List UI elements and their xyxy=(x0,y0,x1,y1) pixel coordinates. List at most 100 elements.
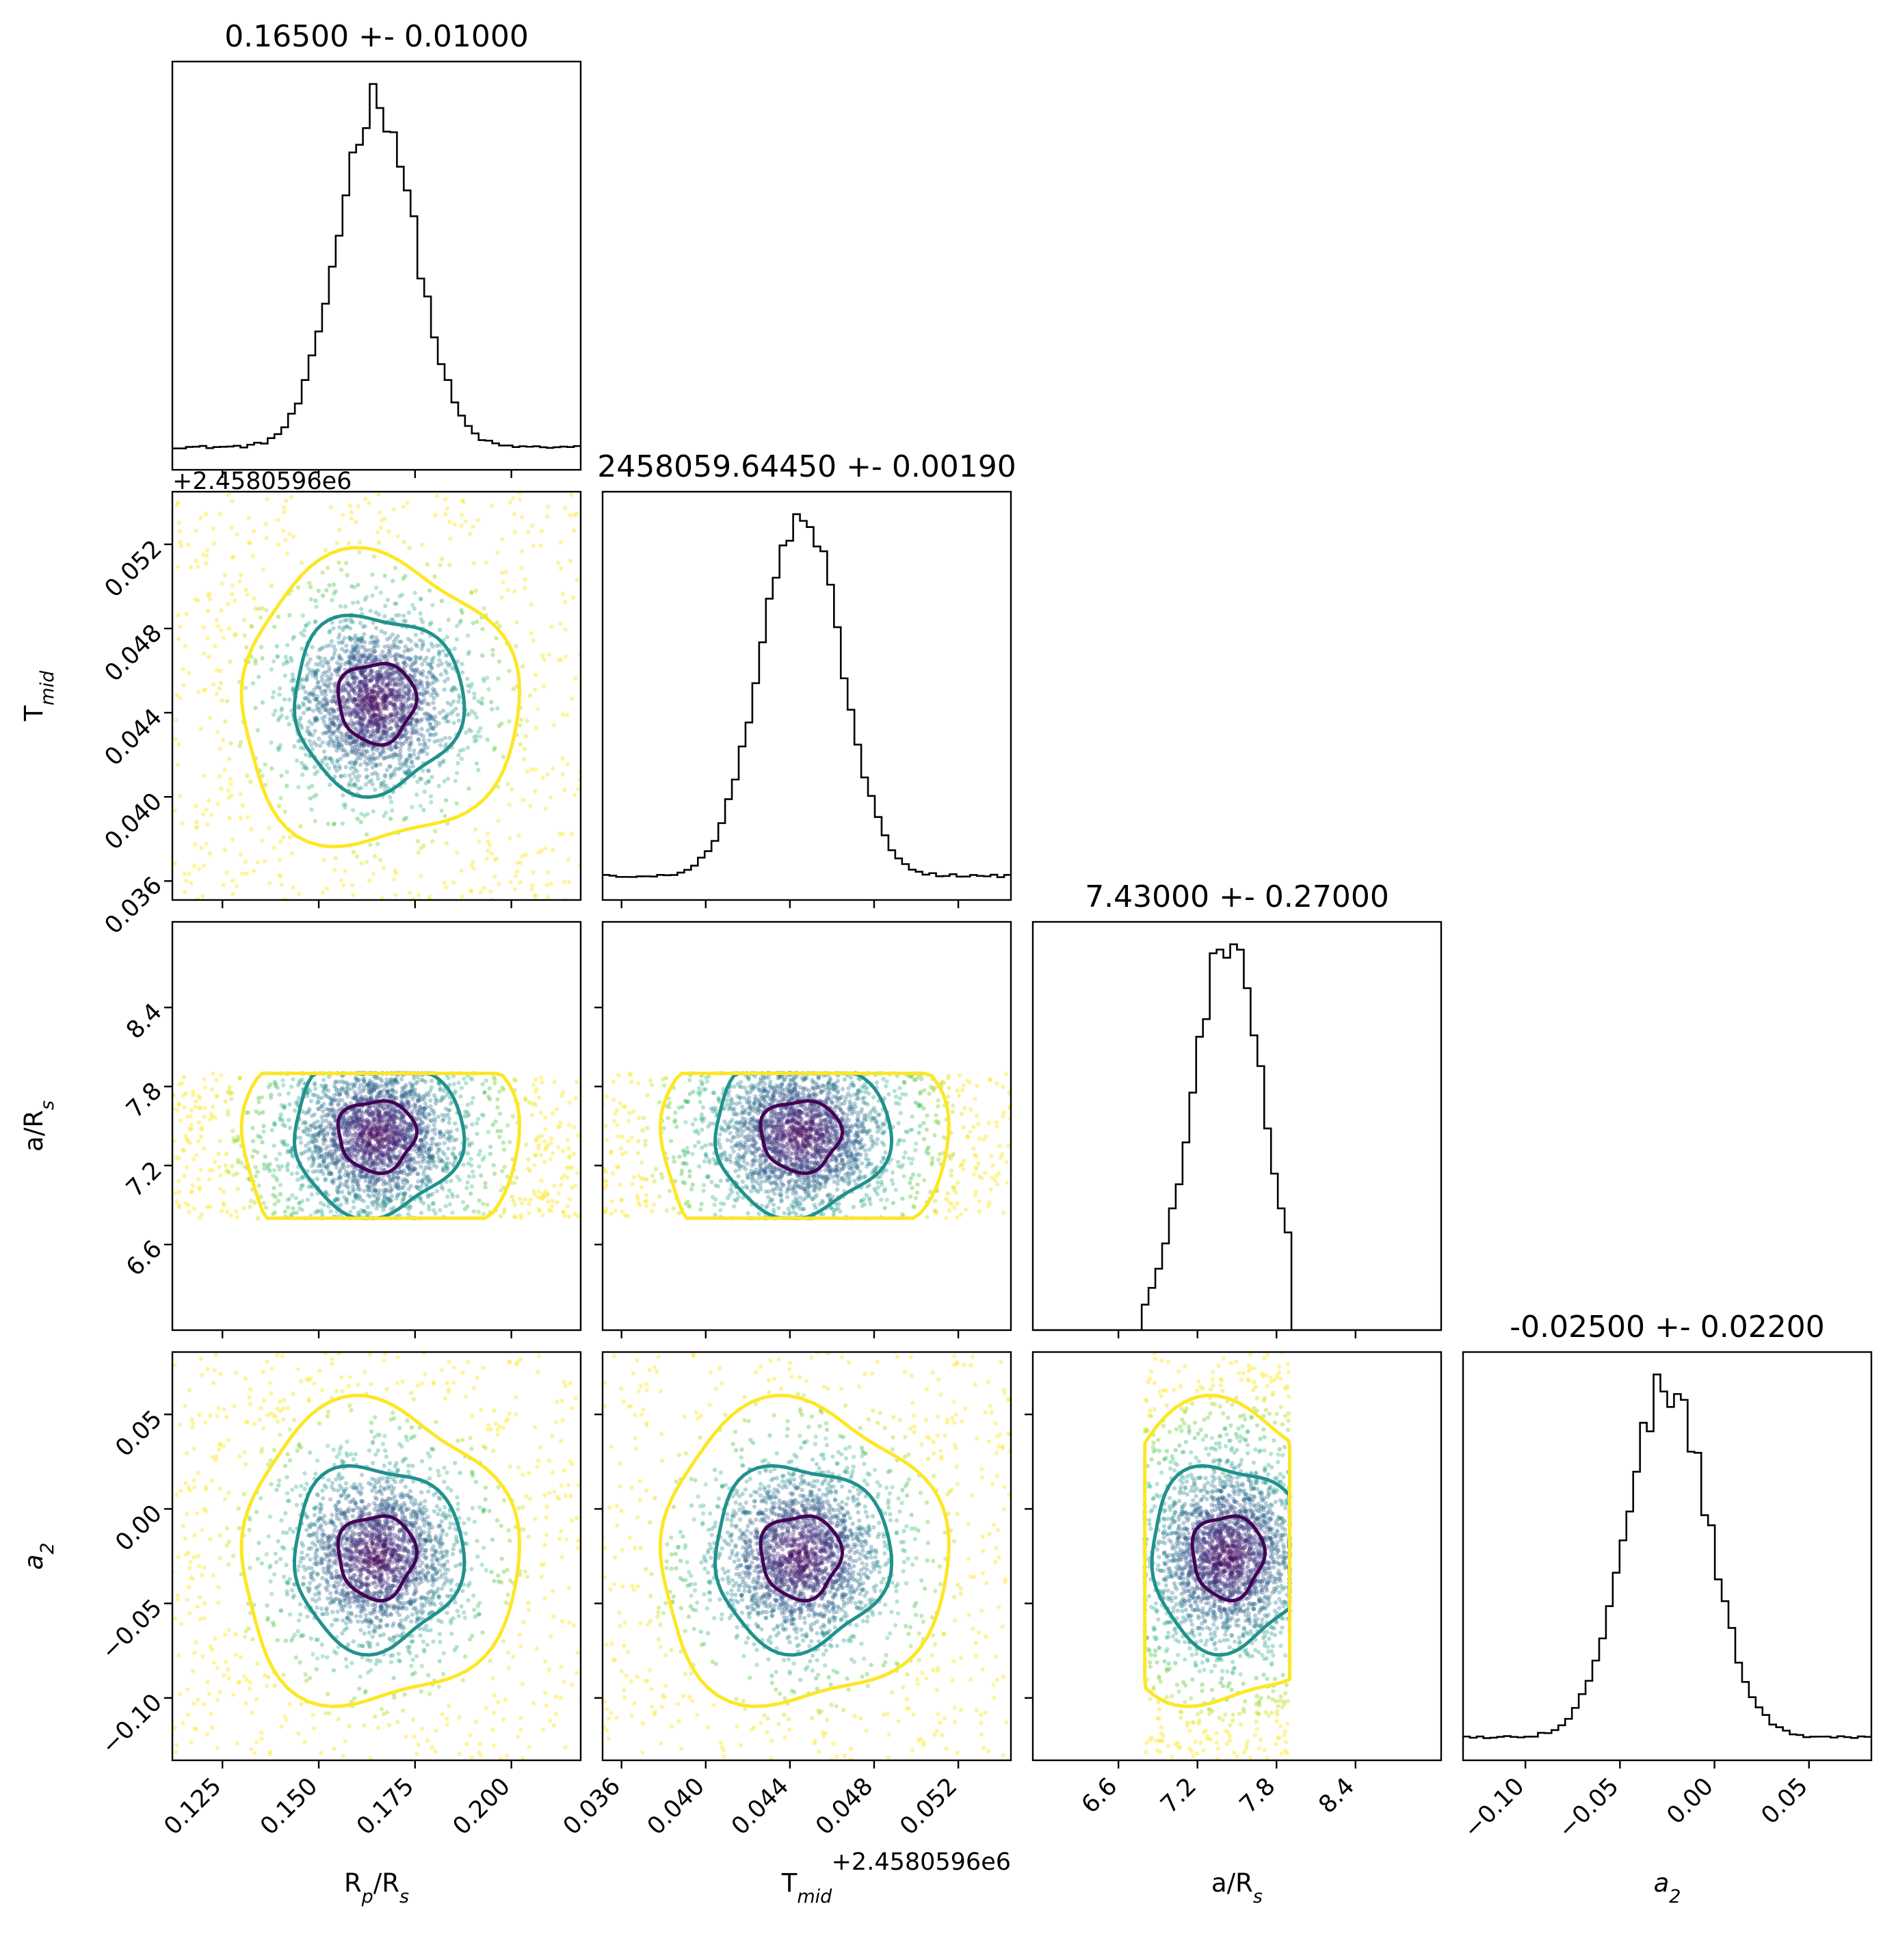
sample-point xyxy=(325,1113,330,1118)
sample-point xyxy=(439,1158,444,1163)
sample-point xyxy=(330,708,336,714)
sample-point xyxy=(438,1208,443,1213)
sample-point xyxy=(372,1085,377,1090)
sample-point xyxy=(458,748,463,753)
sample-point xyxy=(429,665,434,670)
sample-point xyxy=(391,732,396,737)
sample-point xyxy=(339,743,344,747)
sample-point xyxy=(370,659,375,665)
sample-point xyxy=(313,1150,318,1154)
sample-point xyxy=(312,697,317,702)
sample-point xyxy=(352,721,356,727)
sample-point xyxy=(230,1090,235,1095)
sample-point xyxy=(393,744,397,749)
sample-point xyxy=(514,644,518,648)
sample-point xyxy=(422,1107,427,1112)
sample-point xyxy=(376,755,380,760)
sample-point xyxy=(385,1196,391,1202)
sample-point xyxy=(414,719,419,725)
sample-point xyxy=(330,1178,334,1184)
sample-point xyxy=(271,1212,276,1217)
sample-point xyxy=(398,697,403,702)
sample-point xyxy=(415,1099,421,1104)
sample-point xyxy=(423,1079,428,1085)
sample-point xyxy=(305,1197,311,1202)
sample-point xyxy=(423,690,427,696)
sample-point xyxy=(469,864,474,869)
sample-point xyxy=(401,1197,406,1202)
sample-point xyxy=(382,718,388,723)
sample-point xyxy=(394,1196,399,1201)
sample-point xyxy=(321,704,326,708)
sample-point xyxy=(358,654,363,659)
sample-point xyxy=(256,1111,262,1116)
sample-point xyxy=(378,1166,383,1171)
sample-point xyxy=(449,688,455,693)
sample-point xyxy=(327,677,332,682)
sample-point xyxy=(332,1135,337,1141)
sample-point xyxy=(360,728,365,733)
sample-point xyxy=(424,1129,429,1135)
sample-point xyxy=(430,1154,435,1160)
sample-point xyxy=(371,713,376,718)
sample-point xyxy=(421,745,426,750)
sample-point xyxy=(178,696,183,700)
sample-point xyxy=(419,700,424,706)
sample-point xyxy=(422,1155,427,1161)
sample-point xyxy=(298,824,303,829)
sample-point xyxy=(307,732,312,737)
sample-point xyxy=(198,1135,204,1139)
sample-point xyxy=(269,766,274,771)
sample-point xyxy=(444,1164,449,1169)
sample-point xyxy=(549,1136,554,1141)
sample-point xyxy=(384,1196,390,1202)
sample-point xyxy=(283,538,288,542)
sample-point xyxy=(401,704,406,708)
sample-point xyxy=(400,695,405,700)
sample-point xyxy=(445,1169,449,1174)
sample-point xyxy=(399,674,404,678)
sample-point xyxy=(335,1155,340,1160)
sample-point xyxy=(321,1102,326,1107)
sample-point xyxy=(350,584,354,589)
sample-point xyxy=(395,1193,400,1198)
sample-point xyxy=(319,1115,324,1120)
sample-point xyxy=(382,706,386,711)
sample-point xyxy=(235,1215,240,1220)
sample-point xyxy=(371,694,376,700)
sample-point xyxy=(466,652,471,657)
sample-point xyxy=(440,1167,445,1172)
sample-point xyxy=(460,670,465,675)
sample-point xyxy=(414,656,419,661)
sample-point xyxy=(427,1089,433,1094)
sample-point xyxy=(315,679,321,685)
sample-point xyxy=(436,650,442,655)
sample-point xyxy=(422,1110,427,1115)
sample-point xyxy=(219,786,224,791)
sample-point xyxy=(370,698,375,703)
sample-point xyxy=(422,1114,427,1120)
sample-point xyxy=(255,1169,260,1174)
sample-point xyxy=(396,1170,401,1175)
sample-point xyxy=(182,1174,187,1178)
sample-point xyxy=(371,1181,376,1187)
sample-point xyxy=(376,638,380,644)
sample-point xyxy=(489,700,494,704)
sample-point xyxy=(352,744,358,750)
sample-point xyxy=(356,659,361,665)
sample-point xyxy=(381,698,386,703)
sample-point xyxy=(265,1166,271,1171)
sample-point xyxy=(282,1142,287,1147)
sample-point xyxy=(378,725,384,730)
sample-point xyxy=(350,648,355,652)
sample-point xyxy=(352,739,356,744)
sample-point xyxy=(315,717,320,722)
sample-point xyxy=(382,699,387,704)
sample-point xyxy=(367,756,371,762)
sample-point xyxy=(278,1115,283,1120)
sample-point xyxy=(362,741,367,746)
sample-point xyxy=(432,1116,437,1122)
sample-point xyxy=(351,674,356,680)
sample-point xyxy=(337,640,341,645)
sample-point xyxy=(202,1114,207,1120)
